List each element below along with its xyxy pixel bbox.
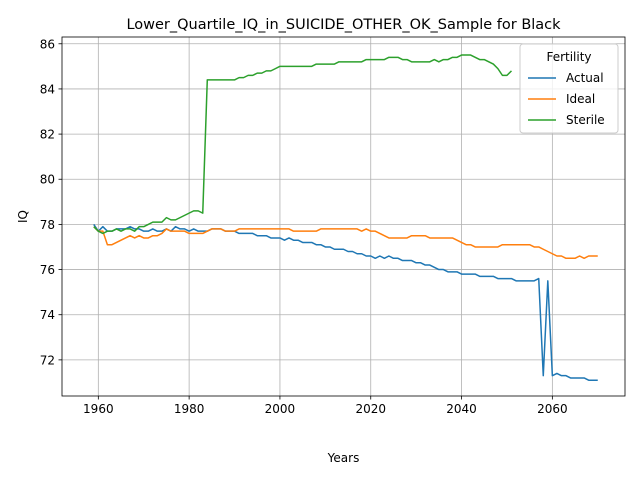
y-axis-label: IQ [16, 210, 30, 223]
y-tick-label: 76 [40, 263, 55, 277]
legend-label-ideal: Ideal [566, 92, 595, 106]
y-tick-label: 86 [40, 37, 55, 51]
plot-frame [61, 36, 626, 397]
y-tick-label: 80 [40, 173, 55, 187]
y-axis: 72 74 76 78 80 82 84 86 [40, 37, 62, 367]
legend-box [519, 43, 619, 134]
y-tick-label: 84 [40, 82, 55, 96]
y-tick-label: 74 [40, 308, 55, 322]
legend-label-actual: Actual [566, 71, 604, 85]
series-line-actual [93, 223, 598, 381]
y-tick-label: 82 [40, 128, 55, 142]
chart-title: Lower_Quartile_IQ_in_SUICIDE_OTHER_OK_Sa… [126, 17, 561, 33]
series-lines [93, 54, 598, 381]
x-axis-label: Years [327, 451, 360, 465]
x-tick-label: 1980 [174, 402, 205, 416]
x-tick-label: 2020 [355, 402, 386, 416]
y-tick-label: 78 [40, 218, 55, 232]
y-tick-label: 72 [40, 353, 55, 367]
x-tick-label: 2000 [265, 402, 296, 416]
legend: Fertility Actual Ideal Sterile [519, 43, 619, 134]
legend-items: Actual Ideal Sterile [528, 71, 605, 127]
grid-lines [62, 37, 625, 396]
series-line-ideal [93, 226, 598, 260]
legend-title: Fertility [546, 50, 591, 64]
legend-label-sterile: Sterile [566, 113, 605, 127]
series-line-sterile [93, 54, 513, 235]
x-tick-label: 1960 [83, 402, 114, 416]
x-axis: 1960 1980 2000 2020 2040 2060 [83, 396, 568, 416]
x-tick-label: 2060 [537, 402, 568, 416]
x-tick-label: 2040 [446, 402, 477, 416]
